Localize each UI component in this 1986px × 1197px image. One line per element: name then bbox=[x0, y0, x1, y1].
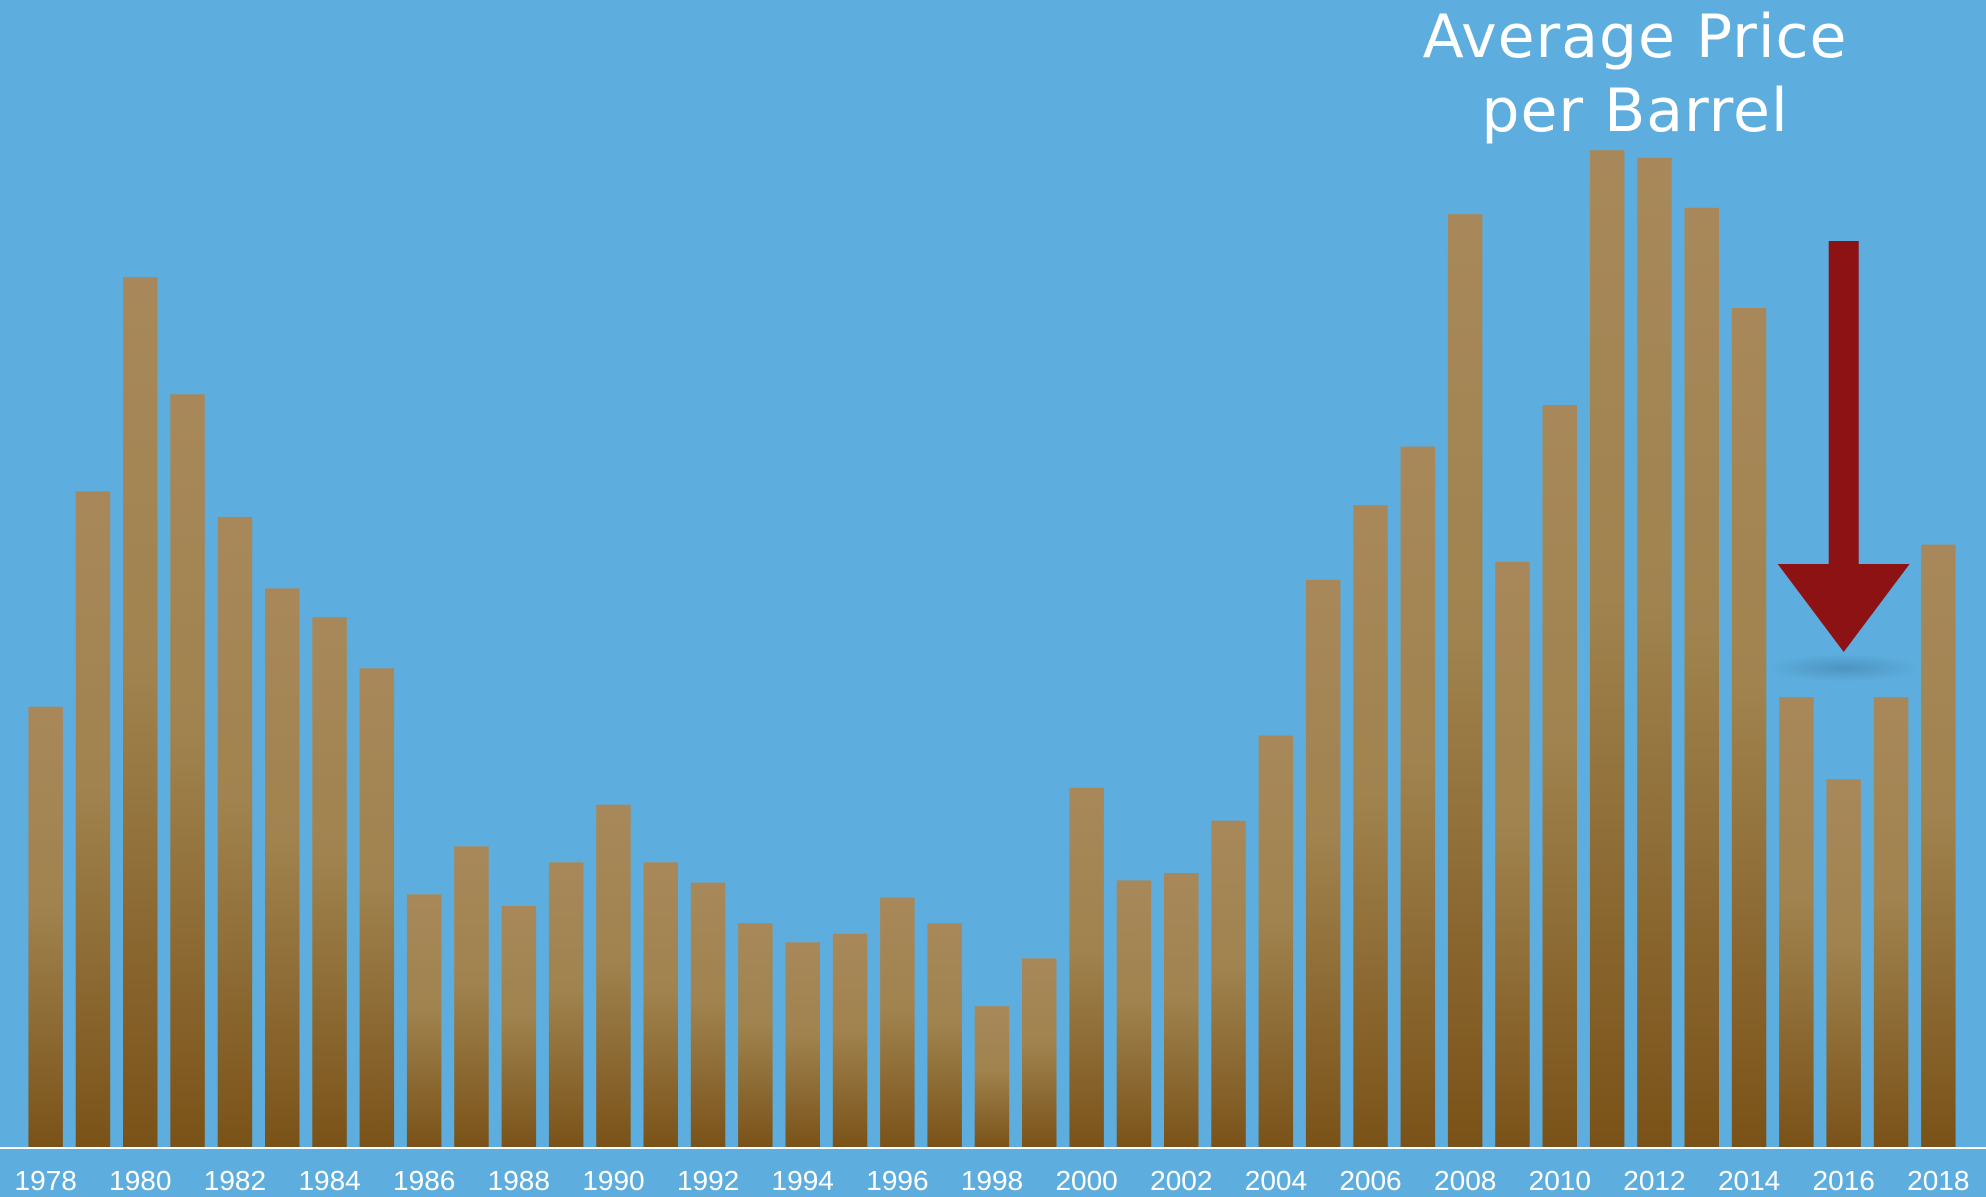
bar-2005 bbox=[1305, 579, 1341, 1148]
x-tick-label-1986: 1986 bbox=[393, 1165, 455, 1196]
x-tick-label-1998: 1998 bbox=[961, 1165, 1023, 1196]
x-axis-tick-labels: 1978 1980 1982 1984 1986 1988 1990 1992 1994 1996… bbox=[15, 1165, 1970, 1196]
bar-1984 bbox=[312, 617, 347, 1148]
bar-1982 bbox=[217, 516, 253, 1148]
x-tick-label-2012: 2012 bbox=[1623, 1165, 1685, 1196]
chart-title-line-1: Average Price bbox=[1422, 2, 1848, 72]
x-tick-label-2016: 2016 bbox=[1813, 1165, 1875, 1196]
bar-2009 bbox=[1495, 561, 1530, 1148]
bar-2015 bbox=[1779, 697, 1814, 1148]
bar-1979 bbox=[75, 491, 111, 1148]
bar-1993 bbox=[738, 923, 773, 1148]
bar-1989 bbox=[548, 862, 584, 1148]
bar-2011 bbox=[1589, 150, 1625, 1148]
x-tick-label-2010: 2010 bbox=[1529, 1165, 1591, 1196]
x-tick-label-1988: 1988 bbox=[488, 1165, 550, 1196]
bar-2006 bbox=[1353, 505, 1388, 1148]
bar-2016 bbox=[1826, 779, 1861, 1148]
arrow-shaft bbox=[1828, 241, 1859, 568]
bar-1992 bbox=[690, 882, 726, 1148]
down-arrow-annotation bbox=[1765, 241, 1922, 682]
bar-1980 bbox=[123, 277, 158, 1149]
bar-2010 bbox=[1542, 405, 1577, 1148]
bar-1978 bbox=[28, 706, 63, 1148]
bars-group bbox=[28, 150, 1956, 1149]
bar-1990 bbox=[596, 804, 631, 1148]
bar-1998 bbox=[974, 1006, 1010, 1148]
bar-1987 bbox=[454, 846, 489, 1148]
bar-2003 bbox=[1211, 820, 1246, 1148]
bar-1997 bbox=[927, 923, 962, 1148]
x-tick-label-1992: 1992 bbox=[677, 1165, 739, 1196]
x-tick-label-1978: 1978 bbox=[15, 1165, 77, 1196]
bar-2007 bbox=[1400, 446, 1436, 1149]
x-tick-label-2014: 2014 bbox=[1718, 1165, 1780, 1196]
x-tick-label-1996: 1996 bbox=[866, 1165, 928, 1196]
bar-1996 bbox=[880, 897, 915, 1148]
x-tick-label-2008: 2008 bbox=[1434, 1165, 1496, 1196]
x-tick-label-2000: 2000 bbox=[1055, 1165, 1117, 1196]
chart-title-line-2: per Barrel bbox=[1481, 76, 1789, 146]
bar-2000 bbox=[1069, 787, 1104, 1148]
bar-2013 bbox=[1684, 207, 1719, 1149]
chart-title: Average Price per Barrel bbox=[1340, 0, 1930, 148]
bar-1994 bbox=[785, 942, 820, 1148]
bar-2004 bbox=[1258, 735, 1294, 1148]
bar-2002 bbox=[1164, 873, 1199, 1148]
bar-2014 bbox=[1731, 308, 1767, 1148]
x-tick-label-2002: 2002 bbox=[1150, 1165, 1212, 1196]
bar-1983 bbox=[265, 588, 300, 1148]
arrow-shadow bbox=[1765, 654, 1922, 682]
bar-1995 bbox=[832, 933, 868, 1148]
bar-1999 bbox=[1022, 958, 1057, 1148]
x-tick-label-1990: 1990 bbox=[582, 1165, 644, 1196]
x-tick-label-2006: 2006 bbox=[1339, 1165, 1401, 1196]
x-tick-label-2018: 2018 bbox=[1907, 1165, 1969, 1196]
bar-1988 bbox=[501, 906, 537, 1148]
bar-1985 bbox=[359, 668, 395, 1148]
bar-1991 bbox=[643, 862, 678, 1148]
bar-2008 bbox=[1447, 214, 1483, 1148]
x-tick-label-2004: 2004 bbox=[1245, 1165, 1307, 1196]
bar-2017 bbox=[1873, 697, 1909, 1148]
x-tick-label-1994: 1994 bbox=[772, 1165, 834, 1196]
bar-2012 bbox=[1637, 157, 1672, 1148]
x-tick-label-1984: 1984 bbox=[298, 1165, 360, 1196]
bar-2001 bbox=[1116, 880, 1152, 1148]
bar-2018 bbox=[1921, 544, 1956, 1148]
x-tick-label-1982: 1982 bbox=[204, 1165, 266, 1196]
arrow-head bbox=[1777, 564, 1910, 652]
x-tick-label-1980: 1980 bbox=[109, 1165, 171, 1196]
bar-1986 bbox=[406, 894, 442, 1148]
bar-1981 bbox=[170, 394, 205, 1148]
